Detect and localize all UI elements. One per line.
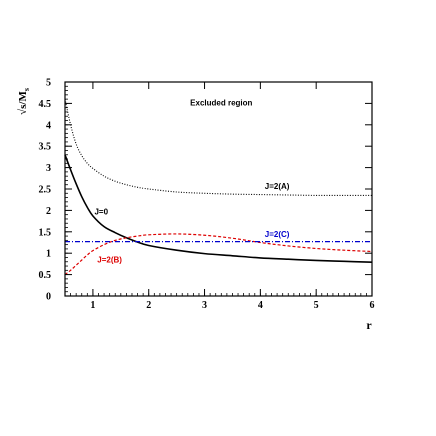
x-tick-label: 4 (258, 300, 263, 311)
annotation-label: J=2(C) (265, 230, 290, 239)
series-line-j-2-b (64, 233, 373, 276)
x-tick-label: 3 (202, 300, 207, 311)
x-tick-label: 2 (146, 300, 151, 311)
y-tick-label: 1.5 (39, 227, 52, 238)
y-tick-label: 0 (46, 292, 51, 303)
y-tick-label: 1 (46, 249, 51, 260)
x-tick-label: 1 (90, 300, 95, 311)
x-tick-label: 5 (314, 300, 319, 311)
y-tick-label: 0.5 (39, 270, 52, 281)
y-tick-label: 2 (46, 206, 51, 217)
x-tick-label: 6 (370, 300, 375, 311)
series-line-j-0 (64, 154, 373, 263)
y-tick-label: 3.5 (39, 142, 52, 153)
y-axis-title-main: √s/M (17, 91, 29, 115)
y-axis-title-sub: s (22, 88, 31, 91)
annotation-label: J=2(B) (97, 256, 122, 265)
annotations-layer: Excluded region J=2(A) J=0 J=2(C) J=2(B) (94, 99, 289, 265)
x-axis-title: r (366, 318, 372, 332)
y-tick-label: 3 (46, 163, 51, 174)
y-tick-label: 4.5 (39, 99, 52, 110)
annotation-label: Excluded region (190, 99, 252, 108)
y-axis-title: √s/Ms (17, 88, 31, 115)
annotation-label: J=0 (94, 208, 108, 217)
y-tick-label: 4 (46, 120, 51, 131)
annotation-label: J=2(A) (265, 182, 290, 191)
ticks-layer: 0 0.5 1 1.5 2 2.5 3 3.5 4 4.5 5 1 2 3 4 5 6 (39, 78, 375, 312)
series-layer (64, 99, 373, 276)
series-line-j-2-a (64, 99, 372, 197)
y-tick-label: 2.5 (39, 185, 52, 196)
y-tick-label: 5 (46, 78, 51, 89)
